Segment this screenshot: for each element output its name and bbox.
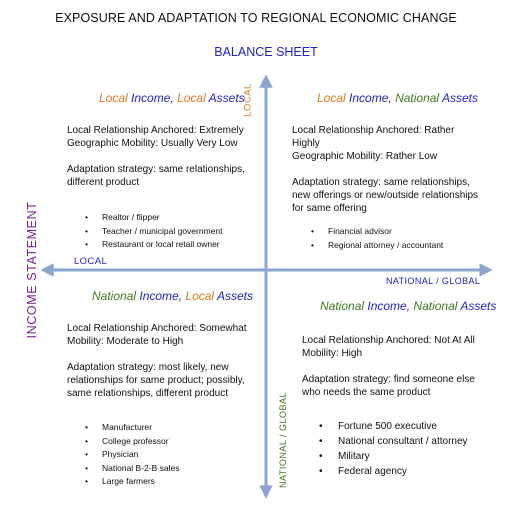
list-item: Large farmers [84,475,179,489]
quadrant-body-national-national: Local Relationship Anchored: Not At All … [302,334,492,399]
list-item: Manufacturer [84,421,179,435]
list-item: National consultant / attorney [318,434,468,449]
strategy-text: Adaptation strategy: find someone else w… [302,374,475,398]
quadrant-body-national-local: Local Relationship Anchored: Somewhat Mo… [67,322,263,400]
list-item: Restaurant or local retail owner [84,238,222,252]
list-item: College professor [84,435,179,449]
strategy-text: Adaptation strategy: same relationships,… [292,177,479,214]
list-item: Regional attorney / accountant [310,239,443,253]
examples-list-local-national: Financial advisor Regional attorney / ac… [310,225,443,252]
diagram-title: EXPOSURE AND ADAPTATION TO REGIONAL ECON… [55,11,457,25]
list-item: Financial advisor [310,225,443,239]
list-item: Military [318,449,468,464]
list-item: Realtor / flipper [84,211,222,225]
anchored-line: Local Relationship Anchored: Rather High… [292,125,455,149]
list-item: Physician [84,448,179,462]
mobility-line: Mobility: Moderate to High [67,336,184,347]
list-item: Teacher / municipal government [84,225,222,239]
quadrant-heading-national-national: National Income, National Assets [320,299,497,313]
axis-label-left-local: LOCAL [74,256,108,267]
anchored-line: Local Relationship Anchored: Not At All [302,335,475,346]
anchored-line: Local Relationship Anchored: Somewhat [67,323,247,334]
quadrant-body-local-local: Local Relationship Anchored: Extremely G… [67,124,267,189]
axis-label-right-national-global: NATIONAL / GLOBAL [386,276,481,286]
mobility-line: Geographic Mobility: Rather Low [292,151,438,162]
mobility-line: Geographic Mobility: Usually Very Low [67,138,238,149]
anchored-line: Local Relationship Anchored: Extremely [67,125,244,136]
strategy-text: Adaptation strategy: most likely, new re… [67,362,245,399]
strategy-text: Adaptation strategy: same relationships,… [67,164,245,188]
quadrant-heading-local-national: Local Income, National Assets [317,91,478,105]
balance-sheet-axis-title: BALANCE SHEET [214,45,318,59]
quadrant-body-local-national: Local Relationship Anchored: Rather High… [292,124,482,215]
axis-label-bottom-national-global: NATIONAL / GLOBAL [278,391,288,489]
quadrant-heading-local-local: Local Income, Local Assets [99,91,245,105]
quadrant-heading-national-local: National Income, Local Assets [92,289,253,303]
examples-list-local-local: Realtor / flipper Teacher / municipal go… [84,211,222,252]
list-item: Fortune 500 executive [318,419,468,434]
mobility-line: Mobility: High [302,348,363,359]
list-item: National B-2-B sales [84,462,179,476]
examples-list-national-local: Manufacturer College professor Physician… [84,421,179,489]
examples-list-national-national: Fortune 500 executive National consultan… [318,419,468,479]
income-statement-axis-title: INCOME STATEMENT [25,201,39,339]
list-item: Federal agency [318,464,468,479]
